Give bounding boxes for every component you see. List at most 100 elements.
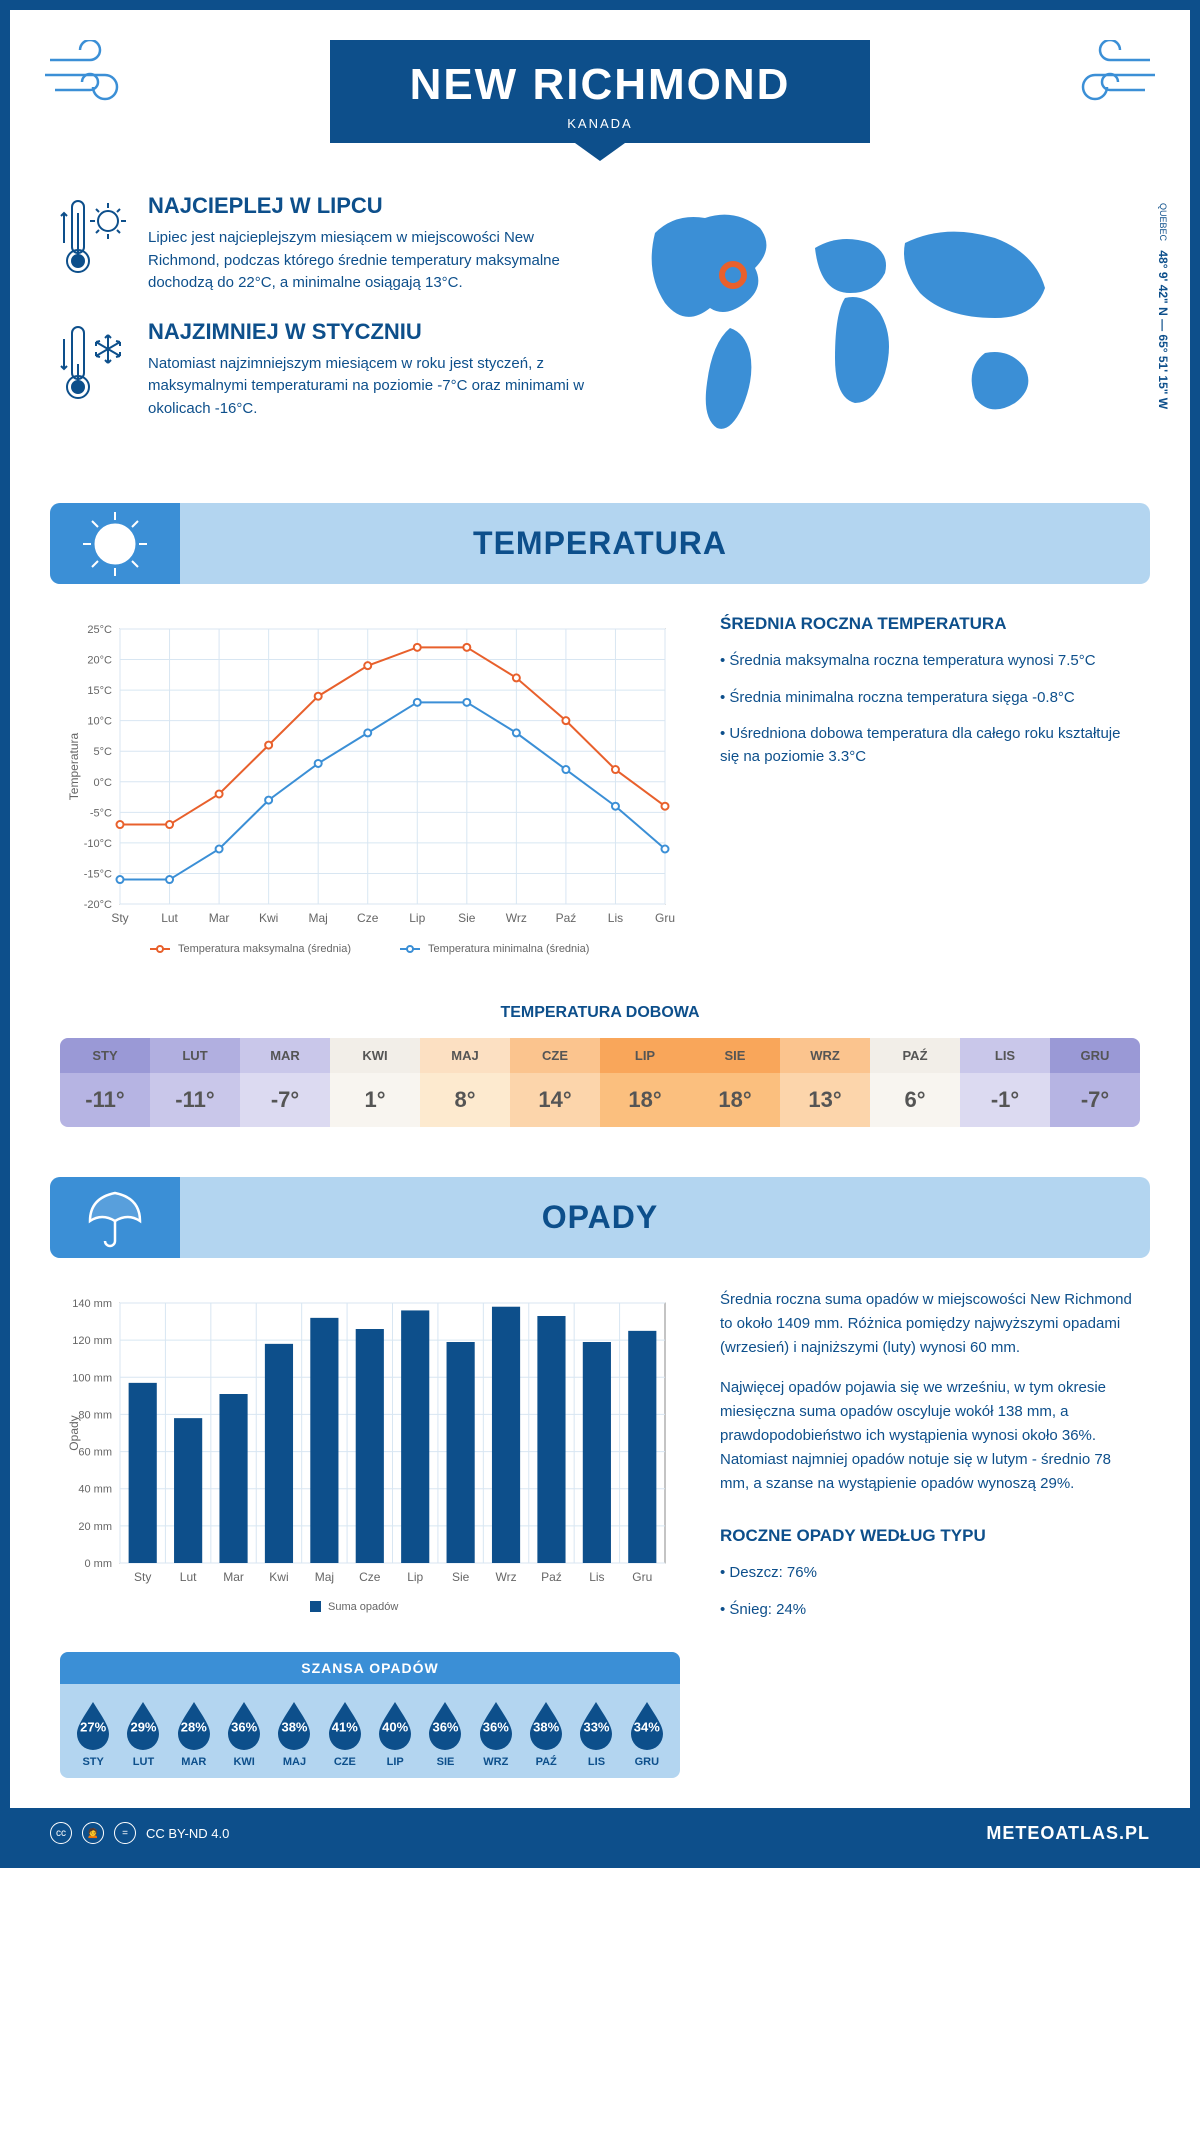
by-icon: 🙍: [82, 1822, 104, 1844]
license-text: CC BY-ND 4.0: [146, 1826, 229, 1841]
rain-chance-value: 40%: [382, 1719, 408, 1734]
svg-text:Wrz: Wrz: [506, 911, 527, 925]
footer: cc 🙍 = CC BY-ND 4.0 METEOATLAS.PL: [10, 1808, 1190, 1858]
svg-text:-20°C: -20°C: [84, 899, 112, 911]
by-type-item: • Deszcz: 76%: [720, 1562, 1140, 1585]
rain-chance-value: 33%: [583, 1719, 609, 1734]
title-banner: NEW RICHMOND KANADA: [330, 40, 871, 143]
svg-text:Sie: Sie: [458, 911, 476, 925]
raindrop-icon: 36%: [222, 1698, 266, 1750]
coldest-text: Natomiast najzimniejszym miesiącem w rok…: [148, 353, 585, 421]
by-type-title: ROCZNE OPADY WEDŁUG TYPU: [720, 1526, 1140, 1546]
region-label: QUEBEC: [1158, 203, 1168, 241]
svg-text:Lut: Lut: [161, 911, 178, 925]
svg-text:Temperatura maksymalna (średni: Temperatura maksymalna (średnia): [178, 943, 351, 955]
rain-drop-cell: 38% PAŹ: [523, 1698, 569, 1768]
svg-text:-15°C: -15°C: [84, 868, 112, 880]
daily-cell: GRU -7°: [1050, 1038, 1140, 1127]
thermometer-sun-icon: [60, 193, 130, 295]
thermometer-snow-icon: [60, 319, 130, 421]
wind-icon: [1050, 40, 1160, 110]
svg-text:Gru: Gru: [632, 1570, 652, 1584]
precip-section-head: OPADY: [50, 1177, 1150, 1258]
rain-chance-month: LIS: [573, 1756, 619, 1768]
temperature-title: TEMPERATURA: [50, 525, 1150, 562]
coldest-block: NAJZIMNIEJ W STYCZNIU Natomiast najzimni…: [60, 319, 585, 421]
svg-text:20 mm: 20 mm: [78, 1521, 112, 1533]
rain-drop-cell: 27% STY: [70, 1698, 116, 1768]
svg-text:40 mm: 40 mm: [78, 1484, 112, 1496]
rain-chance-month: CZE: [322, 1756, 368, 1768]
svg-text:Cze: Cze: [357, 911, 379, 925]
rain-drop-cell: 36% SIE: [422, 1698, 468, 1768]
summary-bullet: • Uśredniona dobowa temperatura dla całe…: [720, 723, 1140, 768]
temperature-summary: ŚREDNIA ROCZNA TEMPERATURA • Średnia mak…: [720, 614, 1140, 974]
svg-text:Mar: Mar: [223, 1570, 244, 1584]
coordinates: QUEBEC 48° 9' 42" N — 65° 51' 15" W: [1156, 203, 1170, 409]
raindrop-icon: 36%: [423, 1698, 467, 1750]
wind-icon: [40, 40, 150, 110]
rain-chance-value: 29%: [130, 1719, 156, 1734]
svg-text:Maj: Maj: [315, 1570, 334, 1584]
temperature-section-head: TEMPERATURA: [50, 503, 1150, 584]
rain-chance-month: PAŹ: [523, 1756, 569, 1768]
rain-chance-value: 38%: [281, 1719, 307, 1734]
svg-text:80 mm: 80 mm: [78, 1409, 112, 1421]
precip-text-column: Średnia roczna suma opadów w miejscowośc…: [720, 1288, 1140, 1635]
rain-drop-cell: 34% GRU: [624, 1698, 670, 1768]
rain-drop-cell: 40% LIP: [372, 1698, 418, 1768]
rain-chance-month: LIP: [372, 1756, 418, 1768]
svg-text:100 mm: 100 mm: [72, 1372, 112, 1384]
svg-text:Paź: Paź: [541, 1570, 562, 1584]
svg-text:Maj: Maj: [309, 911, 328, 925]
umbrella-icon: [50, 1177, 180, 1258]
svg-text:10°C: 10°C: [87, 716, 112, 728]
svg-text:140 mm: 140 mm: [72, 1298, 112, 1310]
rain-drop-cell: 36% WRZ: [473, 1698, 519, 1768]
daily-cell: LIS -1°: [960, 1038, 1050, 1127]
summary-bullet: • Średnia minimalna roczna temperatura s…: [720, 687, 1140, 710]
rain-chance-month: WRZ: [473, 1756, 519, 1768]
rain-chance-value: 36%: [432, 1719, 458, 1734]
site-name: METEOATLAS.PL: [986, 1823, 1150, 1844]
svg-text:25°C: 25°C: [87, 624, 112, 636]
svg-text:0°C: 0°C: [94, 777, 113, 789]
svg-text:Cze: Cze: [359, 1570, 381, 1584]
svg-text:Mar: Mar: [209, 911, 230, 925]
daily-cell: KWI 1°: [330, 1038, 420, 1127]
daily-cell: LUT -11°: [150, 1038, 240, 1127]
svg-text:Lis: Lis: [589, 1570, 604, 1584]
rain-drop-cell: 29% LUT: [120, 1698, 166, 1768]
precip-body: 0 mm20 mm40 mm60 mm80 mm100 mm120 mm140 …: [10, 1258, 1190, 1808]
rain-chance-month: LUT: [120, 1756, 166, 1768]
svg-text:Lut: Lut: [180, 1570, 197, 1584]
temperature-body: -20°C-15°C-10°C-5°C0°C5°C10°C15°C20°C25°…: [10, 584, 1190, 1004]
precip-title: OPADY: [50, 1199, 1150, 1236]
svg-text:Gru: Gru: [655, 911, 675, 925]
temperature-chart: -20°C-15°C-10°C-5°C0°C5°C10°C15°C20°C25°…: [60, 614, 680, 974]
rain-chance-month: MAJ: [271, 1756, 317, 1768]
precip-para: Średnia roczna suma opadów w miejscowośc…: [720, 1288, 1140, 1360]
daily-cell: MAJ 8°: [420, 1038, 510, 1127]
raindrop-icon: 29%: [121, 1698, 165, 1750]
summary-bullet: • Średnia maksymalna roczna temperatura …: [720, 650, 1140, 673]
rain-chance-value: 27%: [80, 1719, 106, 1734]
daily-cell: STY -11°: [60, 1038, 150, 1127]
rain-drop-cell: 38% MAJ: [271, 1698, 317, 1768]
svg-text:120 mm: 120 mm: [72, 1335, 112, 1347]
daily-cell: LIP 18°: [600, 1038, 690, 1127]
svg-text:Kwi: Kwi: [269, 1570, 288, 1584]
svg-text:Paź: Paź: [556, 911, 577, 925]
precip-chart-column: 0 mm20 mm40 mm60 mm80 mm100 mm120 mm140 …: [60, 1288, 680, 1778]
svg-text:60 mm: 60 mm: [78, 1447, 112, 1459]
intro-text-column: NAJCIEPLEJ W LIPCU Lipiec jest najcieple…: [60, 193, 585, 453]
daily-temp-grid: STY -11° LUT -11° MAR -7° KWI 1° MAJ 8° …: [60, 1038, 1140, 1127]
raindrop-icon: 41%: [323, 1698, 367, 1750]
rain-chance-month: MAR: [171, 1756, 217, 1768]
svg-text:Sie: Sie: [452, 1570, 470, 1584]
rain-drop-cell: 41% CZE: [322, 1698, 368, 1768]
svg-text:Wrz: Wrz: [495, 1570, 516, 1584]
rain-chance-grid: 27% STY 29% LUT 28% MAR 36% KWI: [60, 1684, 680, 1778]
svg-text:Lip: Lip: [407, 1570, 423, 1584]
rain-chance-month: STY: [70, 1756, 116, 1768]
